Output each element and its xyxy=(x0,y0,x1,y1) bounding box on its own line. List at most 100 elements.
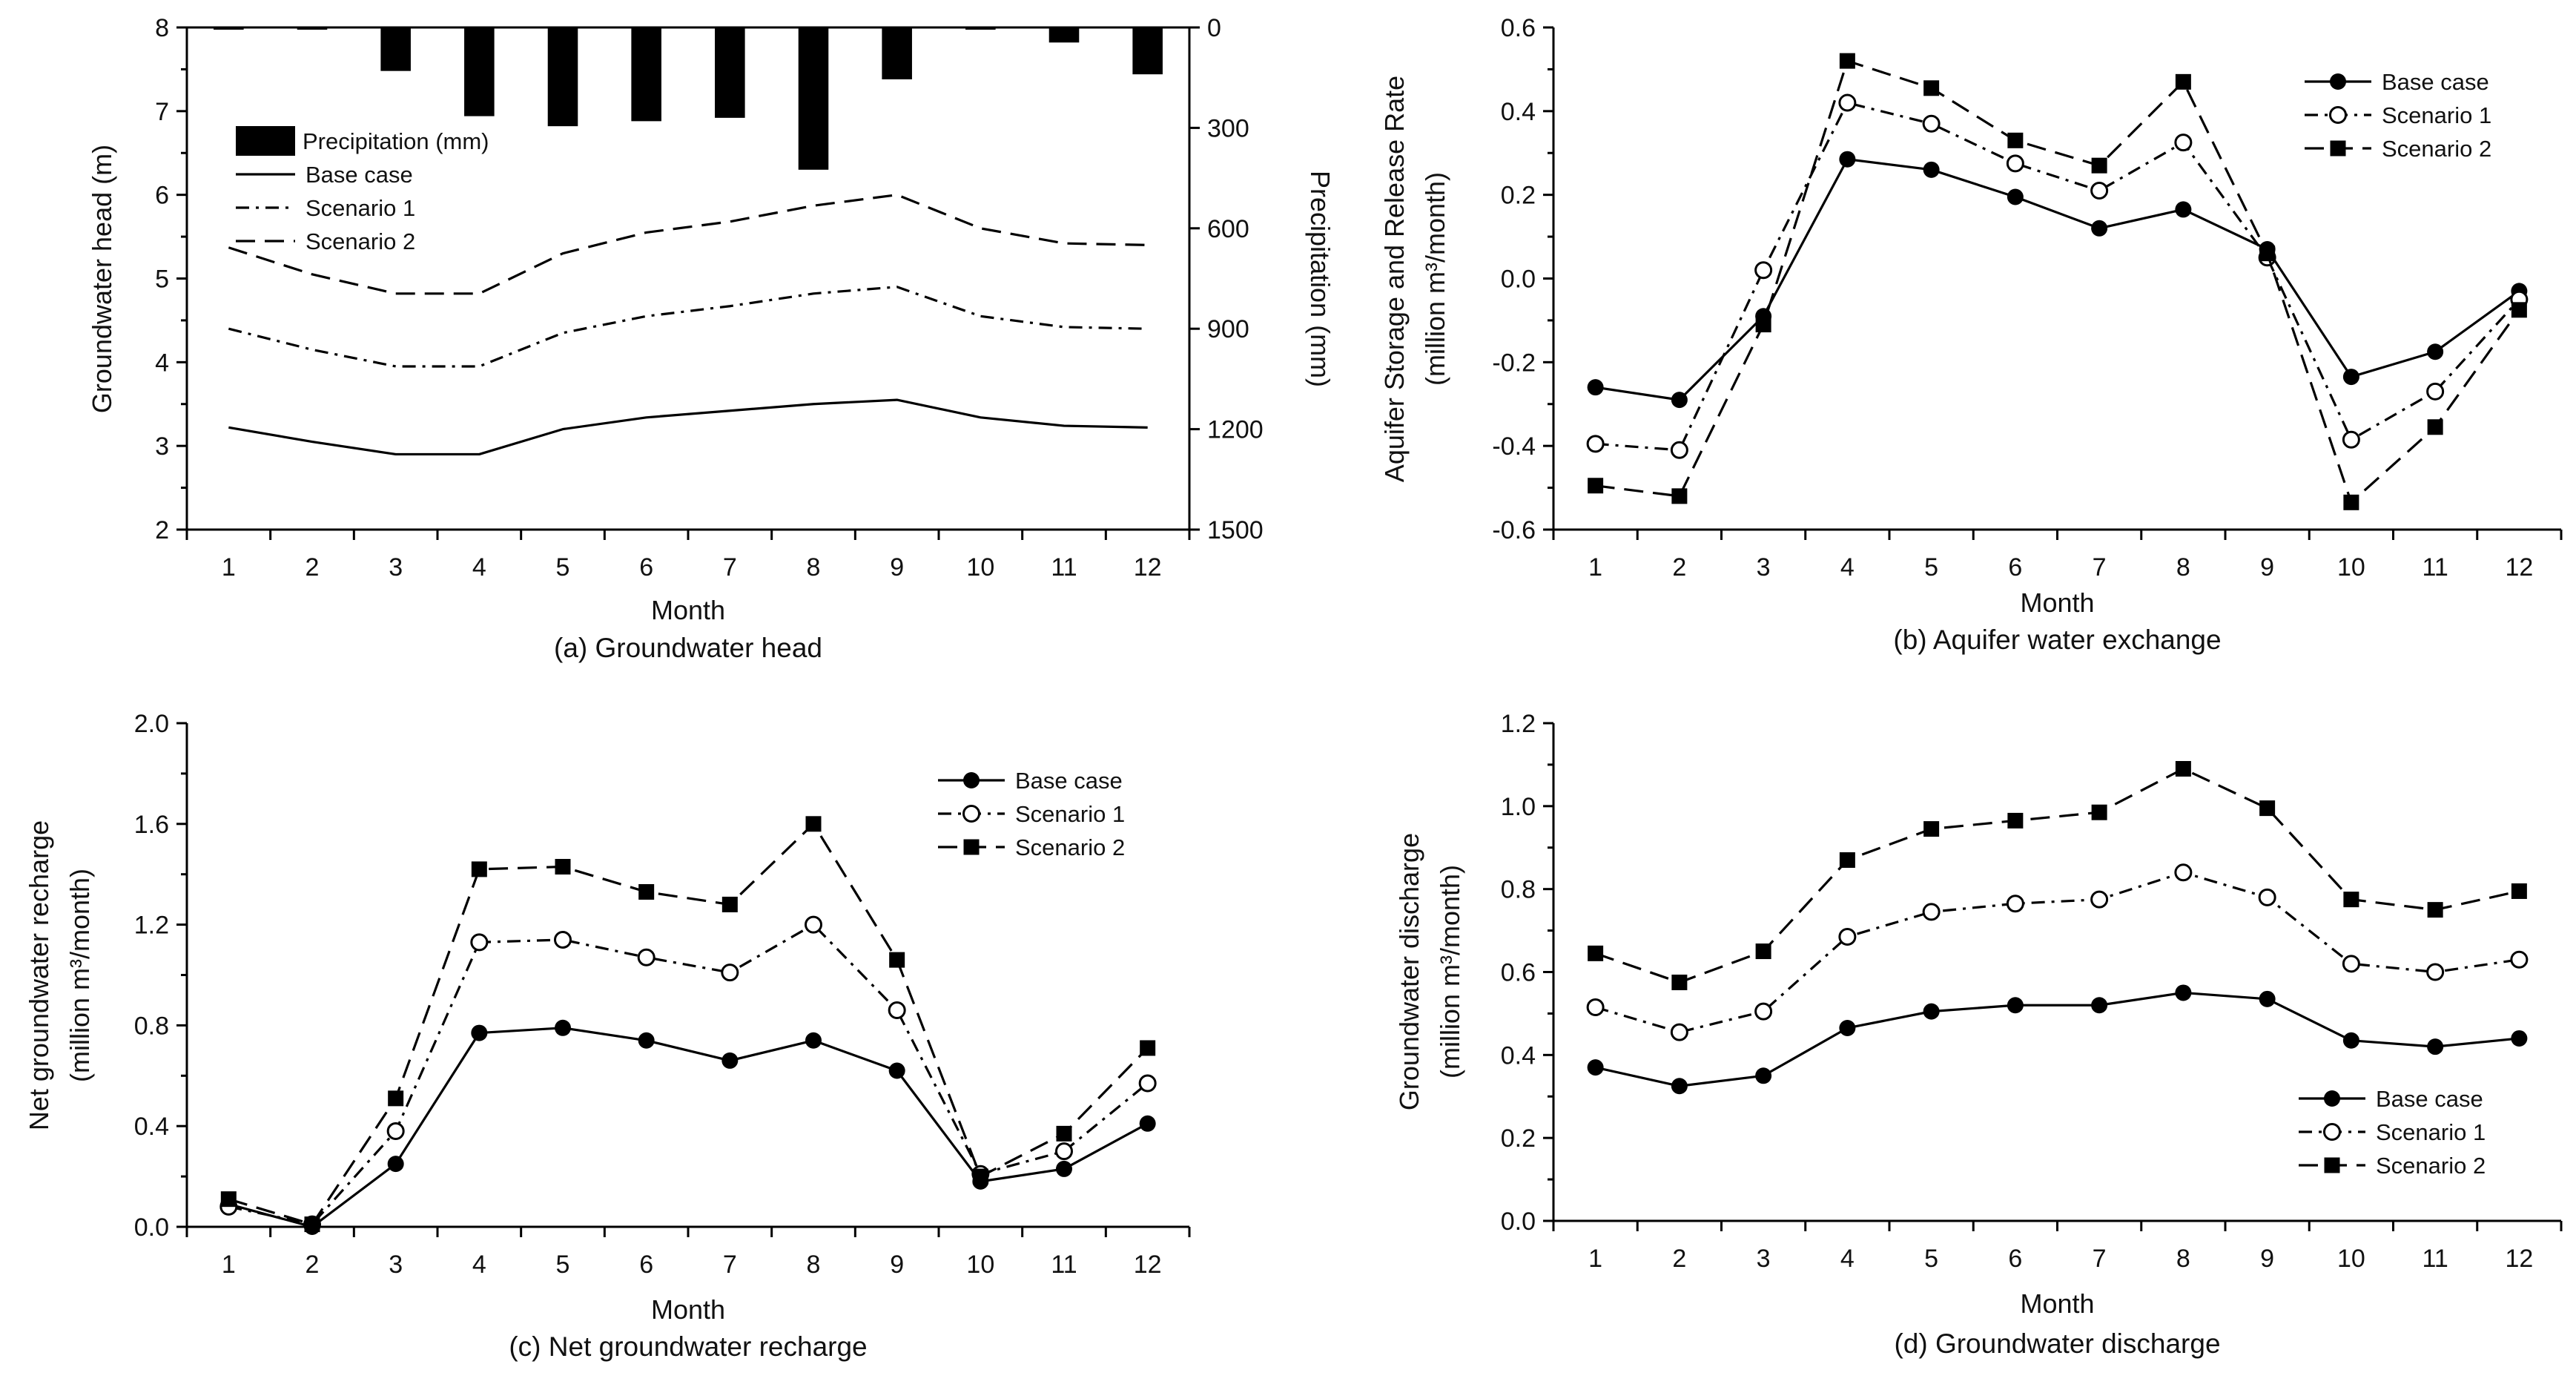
series-3-marker xyxy=(721,896,738,912)
precip-bar xyxy=(464,27,495,116)
series-2-marker xyxy=(1754,1002,1773,1021)
series-3-marker xyxy=(1755,943,1771,960)
series-3-marker xyxy=(1671,488,1688,504)
series-2-marker xyxy=(2006,154,2024,173)
legend-label: Base case xyxy=(1015,768,1123,794)
legend: Base case Scenario 1 Scenario 2 xyxy=(2299,1086,2486,1179)
series-1-marker xyxy=(805,1032,822,1049)
x-tick-label: 3 xyxy=(389,553,403,582)
x-tick-label: 7 xyxy=(2093,553,2107,582)
series-2-marker xyxy=(805,915,822,934)
series-3-marker xyxy=(2427,419,2443,435)
series-line-1 xyxy=(1595,991,2520,1087)
series-2-marker xyxy=(470,933,489,952)
x-tick-label: 1 xyxy=(1588,553,1602,582)
legend-marker xyxy=(963,772,980,788)
series-1-marker xyxy=(721,1052,739,1069)
x-tick-label: 3 xyxy=(1757,553,1771,582)
y-tick-label: -0.6 xyxy=(1492,516,1536,544)
series-3-marker xyxy=(220,1191,237,1208)
y-axis-unit-label: (million m³/month) xyxy=(65,869,95,1082)
y-axis-label: Groundwater discharge xyxy=(1394,833,1424,1110)
legend-marker xyxy=(2330,140,2346,157)
precip-bar xyxy=(1048,27,1080,43)
series-3-marker xyxy=(1755,317,1771,333)
y-tick-label: 1.0 xyxy=(1501,793,1536,821)
series-2-marker xyxy=(1138,1074,1157,1093)
x-axis-label: Month xyxy=(651,1294,725,1325)
series-2-marker xyxy=(721,964,739,982)
series-2-marker xyxy=(637,948,655,966)
x-tick-label: 1 xyxy=(222,553,236,582)
y-tick-label: 0.0 xyxy=(1501,1208,1536,1236)
series-3-marker xyxy=(2511,302,2527,318)
y-tick-label: 0.6 xyxy=(1501,14,1536,42)
x-tick-label: 1 xyxy=(1588,1245,1602,1273)
legend-label: Precipitation (mm) xyxy=(303,128,489,154)
y-tick-label: 1.2 xyxy=(1501,710,1536,738)
y-tick-label: -0.4 xyxy=(1492,432,1536,461)
x-axis-label: Month xyxy=(2020,587,2094,618)
series-2-marker xyxy=(2426,963,2445,981)
x-tick-label: 8 xyxy=(2176,553,2190,582)
legend-marker xyxy=(2324,1090,2340,1107)
y-axis-label: Net groundwater recharge xyxy=(24,820,54,1130)
series-2-marker xyxy=(554,930,572,949)
x-tick-label: 8 xyxy=(2176,1245,2190,1273)
y-tick-label: 2.0 xyxy=(134,710,169,738)
series-line-1 xyxy=(228,1027,1149,1228)
legend-marker xyxy=(963,839,980,855)
series-1-marker xyxy=(2091,220,2108,237)
x-tick-label: 1 xyxy=(222,1251,236,1279)
series-1-marker xyxy=(2511,1030,2528,1047)
y-tick-label: 0.2 xyxy=(1501,1124,1536,1153)
x-tick-label: 9 xyxy=(2260,553,2274,582)
precip-bar xyxy=(214,27,244,30)
series-3-marker xyxy=(388,1090,404,1107)
series-3-marker xyxy=(2259,800,2276,817)
series-2-marker xyxy=(386,1121,405,1140)
series-2-marker xyxy=(2090,890,2109,909)
legend-label: Scenario 1 xyxy=(306,195,415,221)
precip-bar xyxy=(547,27,578,127)
series-1-marker xyxy=(2342,1032,2359,1049)
series-2-marker xyxy=(2174,863,2193,882)
x-tick-label: 11 xyxy=(2422,553,2448,582)
series-2-marker xyxy=(1922,114,1941,133)
x-tick-label: 4 xyxy=(1840,1245,1855,1273)
x-tick-label: 4 xyxy=(472,553,486,582)
x-tick-label: 7 xyxy=(723,553,737,582)
x-tick-label: 11 xyxy=(2422,1245,2448,1273)
series-2-marker xyxy=(1670,1023,1688,1041)
series-1-marker xyxy=(888,1062,905,1079)
x-tick-label: 4 xyxy=(1840,553,1855,582)
series-2-marker xyxy=(1586,998,1605,1017)
series-1-marker xyxy=(2175,201,2192,218)
x-tick-label: 6 xyxy=(2008,553,2022,582)
legend-marker xyxy=(2324,1157,2340,1173)
series-1-marker xyxy=(387,1156,404,1173)
y-tick-label: 1.2 xyxy=(134,912,169,940)
y-tick-label: 0.2 xyxy=(1501,182,1536,210)
series-3-marker xyxy=(2007,132,2024,148)
series-line-1 xyxy=(1595,158,2520,401)
series-3-marker xyxy=(1056,1125,1072,1142)
y-tick-label: 3 xyxy=(155,432,169,461)
series-3-marker xyxy=(1588,945,1604,961)
series-3-marker xyxy=(1671,974,1688,990)
x-tick-label: 6 xyxy=(639,553,653,582)
precip-bar xyxy=(798,27,829,170)
x-tick-label: 10 xyxy=(2337,553,2365,582)
series-3-marker xyxy=(2091,157,2107,174)
series-1-marker xyxy=(1587,379,1604,396)
x-tick-label: 2 xyxy=(1672,553,1686,582)
y2-axis-label: Precipitation (mm) xyxy=(1305,171,1335,387)
series-3-marker xyxy=(638,883,655,900)
x-tick-label: 3 xyxy=(1757,1245,1771,1273)
series-1-marker xyxy=(555,1019,571,1036)
series-3-marker xyxy=(972,1168,988,1185)
series-3-marker xyxy=(889,952,905,968)
x-tick-label: 5 xyxy=(556,553,570,582)
